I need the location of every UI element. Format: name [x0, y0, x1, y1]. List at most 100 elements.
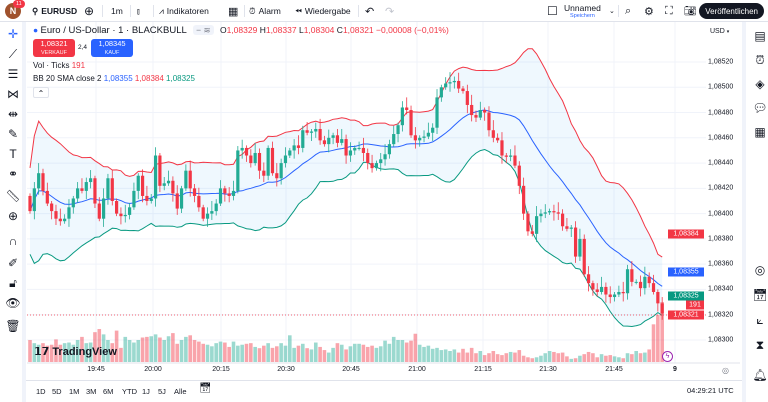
time-tick-label: 21:15 [474, 366, 492, 373]
alarm-button[interactable]: ⏰︎ Alarm [249, 0, 281, 22]
layout-checkbox[interactable]: ☐ [547, 0, 558, 22]
calendar-icon[interactable]: 📅︎ [752, 288, 768, 302]
candle-body [470, 104, 474, 116]
volume-legend[interactable]: Vol · Ticks 191 [33, 61, 85, 70]
volume-value: 191 [71, 61, 86, 70]
range-button-ytd[interactable]: YTD [122, 387, 137, 396]
alarm-clock-icon[interactable]: ⏰︎ [755, 53, 765, 67]
time-tick-label: 21:00 [408, 366, 426, 373]
indicators-button[interactable]: ⩘ Indikatoren [159, 0, 209, 22]
range-button-6m[interactable]: 6M [103, 387, 114, 396]
candle-body [383, 154, 387, 160]
top-toolbar: N 11 ⚲ EURUSD ⊕ 1m ⫾ ⩘ Indikatoren ▦ ⏰︎ Ala… [0, 0, 768, 22]
save-link[interactable]: Speichern [570, 13, 595, 19]
templates-button[interactable]: ▦ [228, 0, 238, 22]
range-button-1m[interactable]: 1M [69, 387, 80, 396]
chevron-up-icon: ⌃ [37, 89, 45, 98]
collapse-legend-button[interactable]: ⌃ [33, 87, 49, 98]
trash-icon[interactable]: 🗑︎ [5, 319, 21, 333]
range-button-1j[interactable]: 1J [142, 387, 150, 396]
range-button-5d[interactable]: 5D [52, 387, 62, 396]
lock-icon[interactable]: 🔓︎ [9, 276, 17, 290]
pattern-drawing-icon[interactable]: ⚭ [7, 167, 19, 181]
ruler-icon[interactable]: 📏︎ [5, 189, 21, 203]
volume-bar [417, 344, 422, 362]
layout-dropdown[interactable]: ⌄ [609, 0, 615, 22]
lock-drawing-icon[interactable]: ✐ [7, 256, 19, 270]
grid-icon: ▦ [228, 5, 239, 18]
range-button-alle[interactable]: Alle [174, 387, 187, 396]
apps-icon[interactable]: ▦ [754, 125, 766, 139]
volume-bar [262, 345, 266, 362]
screenshot-button[interactable]: 📷︎ [684, 0, 697, 22]
layers-icon[interactable]: ◈ [755, 77, 765, 91]
signal-icon[interactable]: ⧗ [755, 338, 765, 352]
symbol-title[interactable]: Euro / US-Dollar · 1 · BLACKBULL [40, 25, 187, 36]
tradingview-logo: 𝟭𝟳 TradingView [34, 345, 117, 359]
square-icon: ☐ [547, 4, 558, 18]
eye-icon[interactable]: 👁︎ [5, 296, 21, 310]
quick-search-button[interactable]: ⌕ [625, 0, 631, 22]
undo-button[interactable]: ↶ [365, 0, 374, 22]
projection-icon[interactable]: ⇹ [7, 107, 19, 121]
candle-body [634, 281, 638, 283]
alarm-label: Alarm [258, 6, 281, 16]
market-status-icon[interactable]: − ≋ [193, 25, 214, 35]
buy-label: KAUF [104, 50, 120, 56]
sell-button[interactable]: 1,08321 VERKAUF [33, 39, 75, 57]
volume-bar [119, 347, 123, 362]
volume-bar [313, 342, 318, 362]
volume-bar [205, 344, 210, 362]
volume-bar [534, 357, 539, 362]
volume-bar [422, 346, 426, 362]
clock[interactable]: 04:29:21 UTC [687, 386, 734, 395]
target-icon[interactable]: ◎ [754, 263, 766, 277]
candle-body [400, 107, 404, 126]
candle-body [366, 152, 370, 164]
publish-button[interactable]: Veröffentlichen [699, 3, 764, 19]
settings-button[interactable]: ⚙︎ [644, 0, 654, 22]
candle-body [448, 82, 452, 84]
brush-icon[interactable]: ✎ [7, 127, 19, 141]
crosshair-icon[interactable]: ✛ [7, 27, 19, 41]
candle-body [102, 198, 106, 219]
time-axis-settings-icon[interactable]: ◎ [722, 366, 729, 375]
interval-button[interactable]: 1m [111, 6, 123, 16]
text-icon[interactable]: T [9, 147, 17, 161]
currency-select[interactable]: USD ▾ [706, 25, 736, 38]
candle-body [348, 150, 353, 156]
lightning-icon[interactable]: ϟ [662, 351, 673, 362]
price-tag-last: 1,08321 [668, 310, 704, 320]
volume-bar [456, 352, 461, 362]
volume-bar [58, 344, 63, 362]
redo-button[interactable]: ↷ [385, 0, 394, 22]
pattern-icon[interactable]: ⋈ [7, 87, 19, 101]
chart-type-button[interactable]: ⫾ [137, 0, 140, 22]
goto-date-icon[interactable]: 📅︎ [199, 383, 212, 394]
range-button-3m[interactable]: 3M [86, 387, 97, 396]
candle-body [370, 163, 374, 169]
zoom-in-icon[interactable]: ⊕ [7, 209, 19, 223]
range-button-5j[interactable]: 5J [158, 387, 166, 396]
candle-body [127, 207, 132, 215]
candle-body [387, 144, 391, 155]
chat-icon[interactable]: 💬︎ [752, 101, 768, 115]
compare-symbol-button[interactable]: ⊕ [84, 0, 94, 22]
layout-name-button[interactable]: Unnamed Speichern [564, 0, 601, 22]
watchlist-icon[interactable]: ▤ [754, 29, 766, 43]
bell-icon[interactable]: 🔔︎ [752, 368, 768, 382]
fullscreen-icon: ⛶ [665, 4, 673, 17]
chart-legend: ● Euro / US-Dollar · 1 · BLACKBULL − ≋ O… [33, 25, 449, 36]
buy-button[interactable]: 1,08345 KAUF [91, 39, 133, 57]
symbol-search[interactable]: ⚲ EURUSD [32, 0, 77, 22]
candle-body [331, 135, 335, 138]
fib-lines-icon[interactable]: ☰ [7, 67, 19, 81]
replay-button[interactable]: ⏪︎ Wiedergabe [295, 0, 351, 22]
fullscreen-button[interactable]: ⛶ [665, 0, 673, 22]
bb-legend[interactable]: BB 20 SMA close 2 1,08355 1,08384 1,0832… [33, 74, 195, 83]
chart-pattern-icon[interactable]: ⟀ [756, 313, 764, 327]
trend-line-icon[interactable]: ⟋ [8, 47, 18, 61]
magnet-icon[interactable]: ∩ [8, 234, 18, 248]
range-button-1d[interactable]: 1D [36, 387, 46, 396]
